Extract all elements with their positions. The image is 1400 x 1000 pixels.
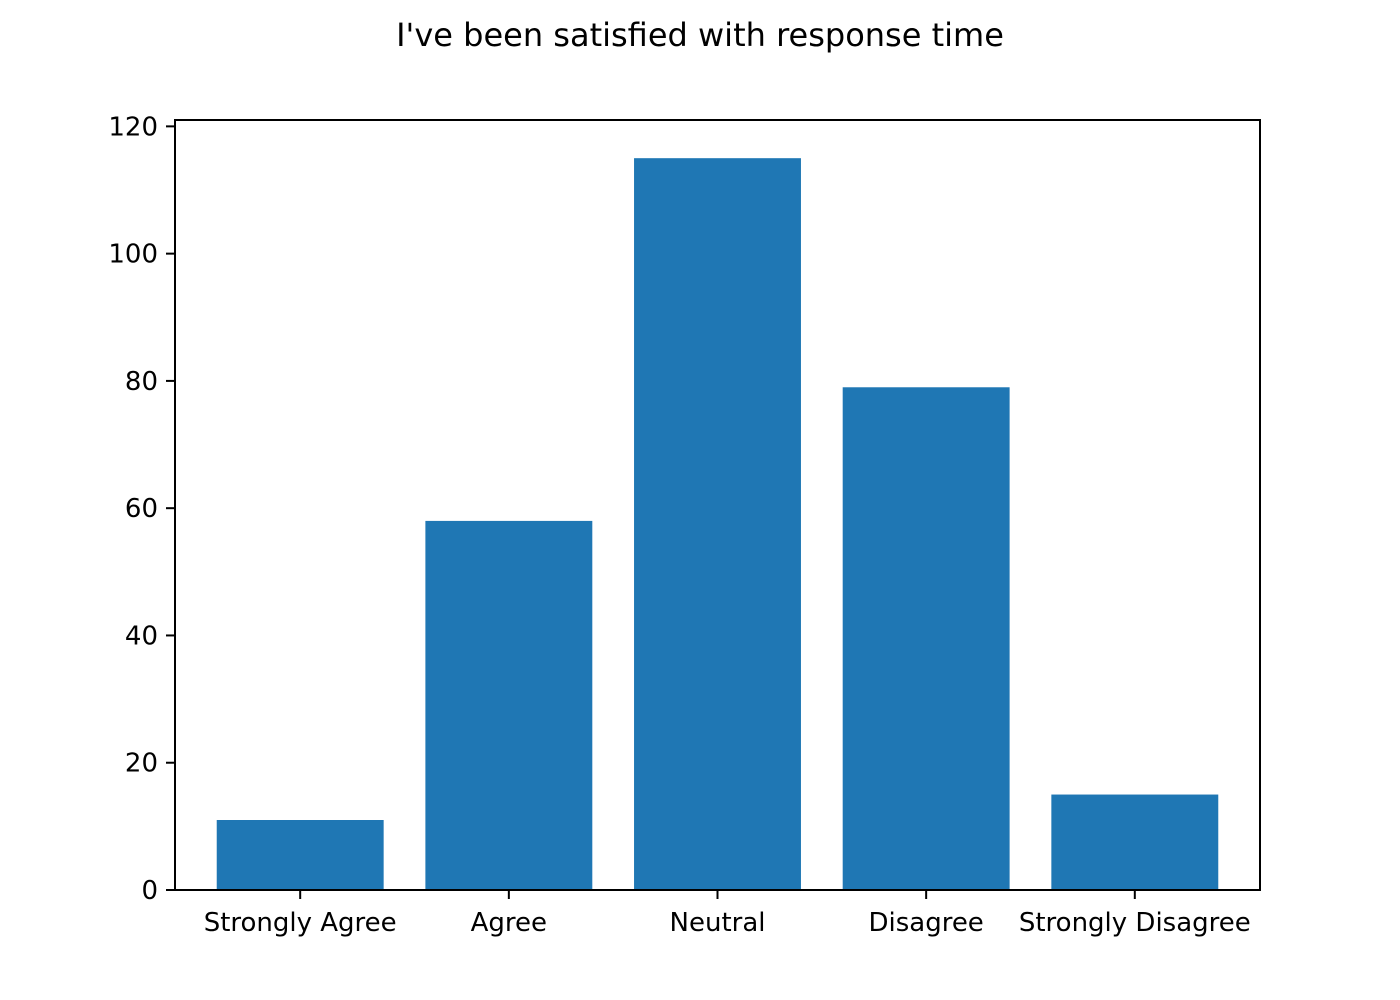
y-tick-label: 80 bbox=[125, 367, 158, 397]
chart-title: I've been satisfied with response time bbox=[396, 16, 1004, 54]
y-tick-label: 0 bbox=[141, 876, 158, 906]
x-tick-label: Neutral bbox=[670, 908, 766, 938]
plot-frame bbox=[174, 119, 1261, 891]
bar-strongly-disagree bbox=[1051, 794, 1219, 890]
y-tick-label: 60 bbox=[125, 494, 158, 524]
y-tick-label: 20 bbox=[125, 749, 158, 779]
y-axis: 0 20 40 60 80 100 120 bbox=[108, 112, 175, 906]
bar-agree bbox=[425, 520, 593, 890]
x-tick-label: Strongly Disagree bbox=[1019, 908, 1251, 938]
y-tick-label: 40 bbox=[125, 621, 158, 651]
bar-strongly-agree bbox=[216, 820, 384, 890]
x-axis: Strongly Agree Agree Neutral Disagree Strong… bbox=[204, 890, 1251, 938]
x-tick-label: Strongly Agree bbox=[204, 908, 397, 938]
bars-layer bbox=[216, 158, 1219, 890]
x-tick-label: Disagree bbox=[868, 908, 983, 938]
y-tick-label: 120 bbox=[108, 112, 158, 142]
x-tick-label: Agree bbox=[471, 908, 547, 938]
bar-disagree bbox=[842, 387, 1010, 890]
bar-neutral bbox=[634, 158, 801, 890]
y-tick-label: 100 bbox=[108, 240, 158, 270]
